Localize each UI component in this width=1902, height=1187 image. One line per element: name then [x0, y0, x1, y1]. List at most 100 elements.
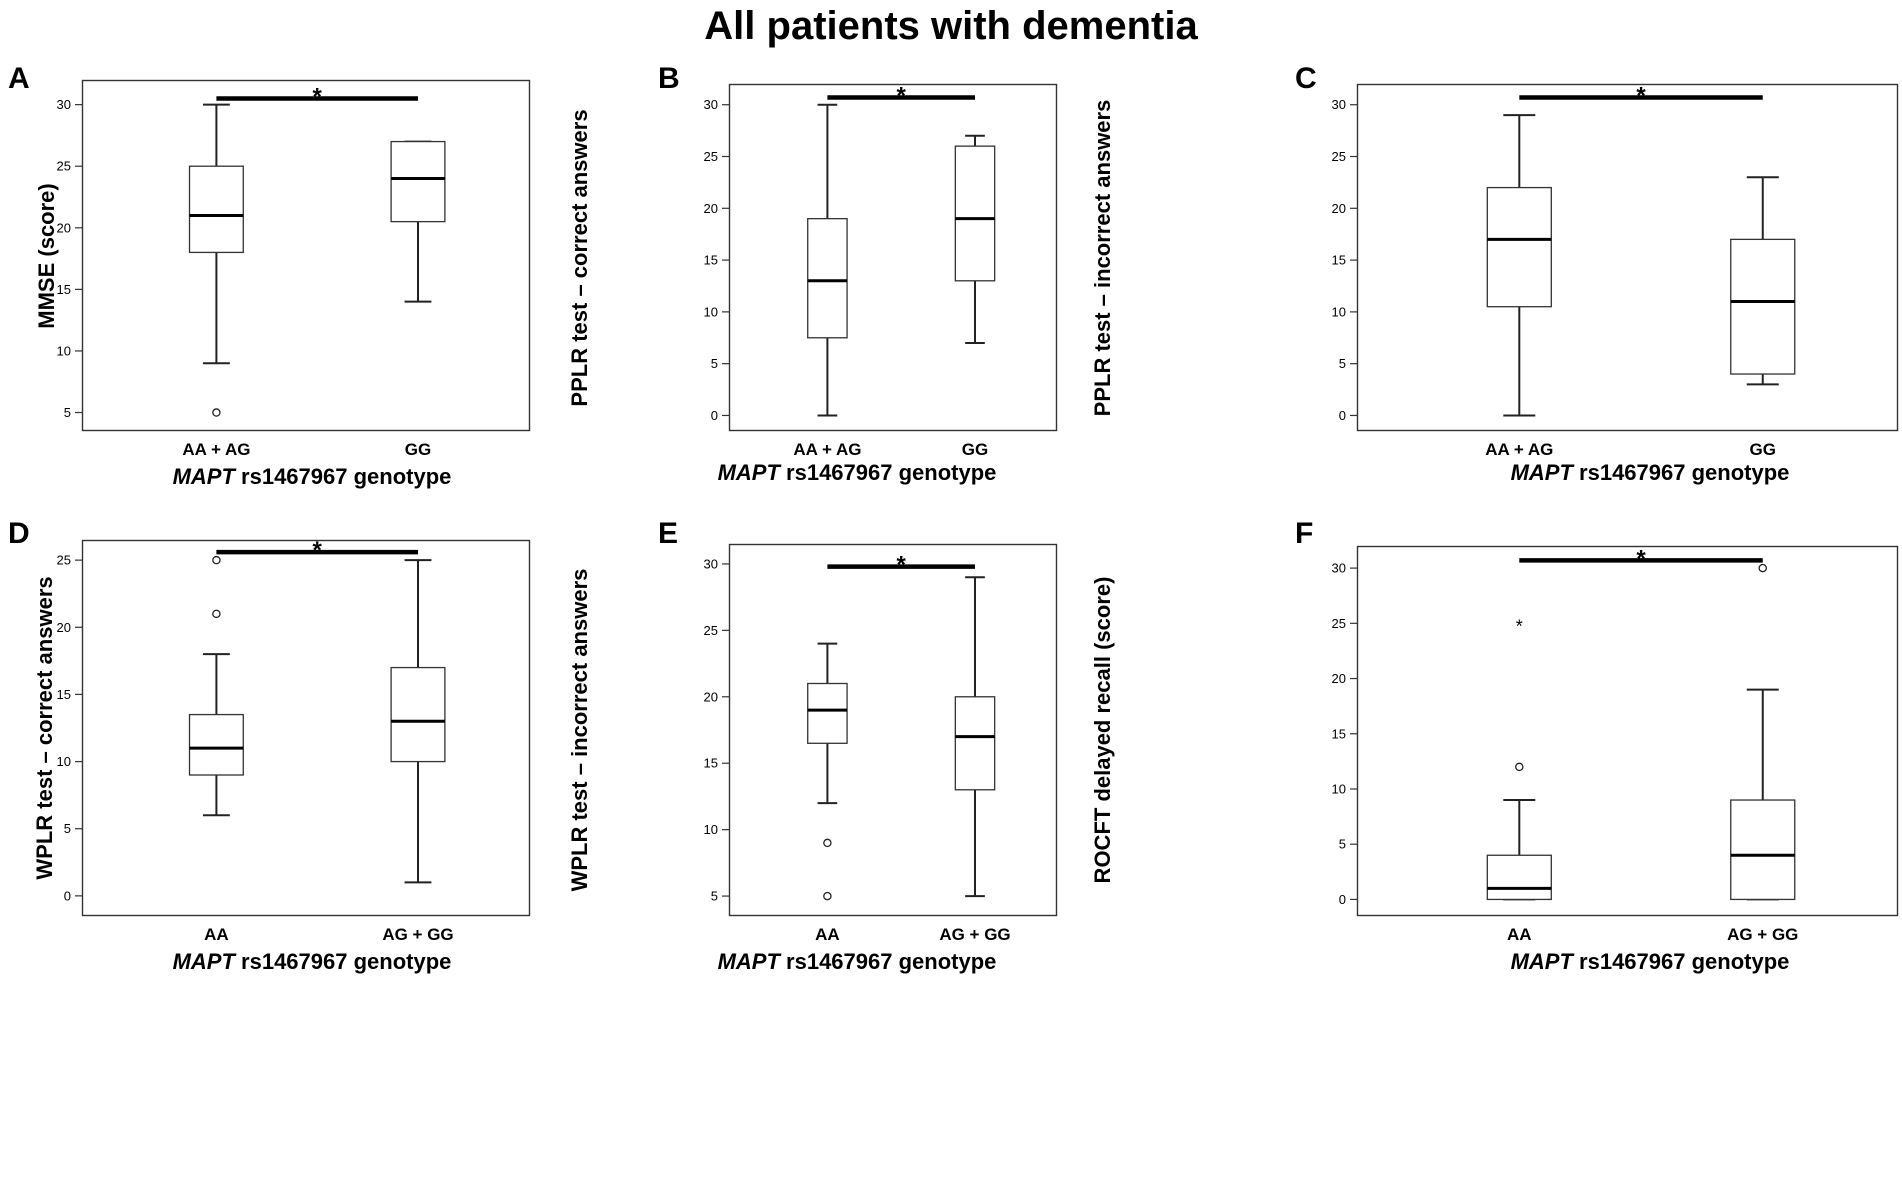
x-axis-label-text: rs1467967 genotype — [234, 949, 452, 974]
y-tick-label: 15 — [57, 687, 71, 702]
y-tick-label: 10 — [704, 822, 718, 837]
iqr-box — [954, 696, 996, 791]
iqr-box — [390, 140, 446, 223]
chart-panel-d: 0 5 10 15 20 25 AA AG + GG * — [57, 537, 531, 944]
x-axis-label-text: rs1467967 genotype — [1572, 460, 1790, 485]
y-tick-label: 30 — [1332, 561, 1346, 576]
y-tick-label: 15 — [1332, 726, 1346, 741]
panel-letter-e: E — [658, 517, 679, 550]
x-axis-label-text: rs1467967 genotype — [1572, 949, 1790, 974]
y-tick-label: 15 — [704, 756, 718, 771]
x-tick-label: AG + GG — [1727, 925, 1798, 944]
iqr-box — [807, 682, 848, 744]
significance-star: * — [1636, 545, 1646, 572]
iqr-box — [390, 666, 446, 763]
y-axis-label: PPLR test – correct answers — [567, 109, 592, 406]
box-group-0 — [188, 103, 244, 417]
y-tick-label: 5 — [1339, 837, 1346, 852]
y-tick-label: 25 — [57, 159, 71, 174]
y-tick-label: 25 — [57, 553, 71, 568]
iqr-box — [1730, 238, 1796, 375]
x-axis-label: MAPT rs1467967 genotype — [657, 949, 1057, 975]
panel-letter-f: F — [1295, 517, 1314, 550]
x-axis-label-gene: MAPT — [1510, 949, 1573, 974]
y-tick-label: 0 — [1339, 408, 1346, 423]
iqr-box — [1486, 186, 1552, 308]
x-tick-label: AG + GG — [382, 925, 453, 944]
x-axis-label-gene: MAPT — [172, 464, 235, 489]
panel-letter-d: D — [8, 517, 30, 550]
y-tick-label: 30 — [704, 556, 718, 571]
box-group-0: * — [1486, 616, 1552, 901]
x-axis-label-gene: MAPT — [1510, 460, 1573, 485]
x-tick-label: AA — [204, 925, 229, 944]
y-tick-label: 0 — [64, 888, 71, 903]
y-tick-label: 20 — [704, 689, 718, 704]
x-tick-label: AA + AG — [182, 440, 250, 459]
box-group-1 — [1730, 176, 1796, 386]
x-tick-label: AA + AG — [1485, 440, 1553, 459]
plot-frame — [1356, 545, 1899, 917]
outlier-point — [212, 408, 221, 417]
y-tick-label: 5 — [1339, 356, 1346, 371]
y-axis-label-wrapper: MMSE (score) — [34, 183, 59, 328]
x-tick-label: GG — [962, 440, 988, 459]
y-axis-label: WPLR test – correct answers — [32, 576, 57, 879]
x-tick-label: GG — [1750, 440, 1776, 459]
x-axis-label: MAPT rs1467967 genotype — [112, 464, 512, 490]
iqr-box — [188, 165, 244, 254]
x-axis-label: MAPT rs1467967 genotype — [657, 460, 1057, 486]
y-axis-label: WPLR test – incorrect answers — [567, 569, 592, 892]
panel-letter-b: B — [658, 62, 680, 95]
box-group-0 — [1486, 114, 1552, 417]
iqr-box — [188, 713, 244, 776]
box-group-0 — [807, 103, 848, 417]
y-tick-label: 15 — [704, 253, 718, 268]
y-axis-label-wrapper: WPLR test – correct answers — [32, 576, 57, 879]
y-tick-label: 15 — [57, 282, 71, 297]
x-axis-label-text: rs1467967 genotype — [234, 464, 452, 489]
y-tick-label: 15 — [1332, 253, 1346, 268]
y-tick-label: 30 — [704, 97, 718, 112]
y-tick-label: 30 — [1332, 97, 1346, 112]
x-tick-label: AA — [815, 925, 840, 944]
y-axis-label: ROCFT delayed recall (score) — [1090, 577, 1115, 884]
outlier-point — [212, 555, 221, 565]
extreme-point: * — [1516, 616, 1523, 636]
y-axis-label-wrapper: PPLR test – correct answers — [567, 109, 592, 406]
outlier-point — [823, 838, 832, 848]
y-tick-label: 20 — [1332, 671, 1346, 686]
y-tick-label: 20 — [1332, 201, 1346, 216]
y-tick-label: 30 — [57, 97, 71, 112]
box-group-1 — [390, 559, 446, 884]
box-group-1 — [954, 134, 996, 344]
y-tick-label: 10 — [704, 304, 718, 319]
box-group-1 — [1730, 563, 1796, 901]
x-tick-label: GG — [405, 440, 431, 459]
y-tick-label: 5 — [64, 821, 71, 836]
box-group-1 — [954, 576, 996, 898]
y-axis-label-wrapper: WPLR test – incorrect answers — [567, 569, 592, 892]
y-tick-label: 25 — [704, 623, 718, 638]
y-tick-label: 10 — [1332, 304, 1346, 319]
chart-panel-f: 0 5 10 15 20 25 30 * AA AG + GG * — [1332, 545, 1899, 944]
iqr-box — [954, 145, 996, 282]
y-tick-label: 10 — [57, 343, 71, 358]
x-tick-label: AA — [1507, 925, 1532, 944]
box-group-0 — [188, 555, 244, 817]
x-axis-label-text: rs1467967 genotype — [779, 460, 997, 485]
x-axis-label: MAPT rs1467967 genotype — [1450, 949, 1850, 975]
iqr-box — [1730, 799, 1796, 901]
x-axis-label-gene: MAPT — [172, 949, 235, 974]
x-axis-label: MAPT rs1467967 genotype — [1450, 460, 1850, 486]
significance-star: * — [313, 83, 323, 110]
y-tick-label: 5 — [711, 889, 718, 904]
y-axis-label: PPLR test – incorrect answers — [1090, 100, 1115, 417]
significance-star: * — [897, 552, 907, 579]
y-tick-label: 25 — [704, 149, 718, 164]
y-axis-label-wrapper: PPLR test – incorrect answers — [1090, 100, 1115, 417]
y-tick-label: 5 — [64, 405, 71, 420]
x-tick-label: AA + AG — [793, 440, 861, 459]
outlier-point — [212, 609, 221, 619]
chart-panel-c: 0 5 10 15 20 25 30 AA + AG GG * — [1332, 82, 1899, 459]
